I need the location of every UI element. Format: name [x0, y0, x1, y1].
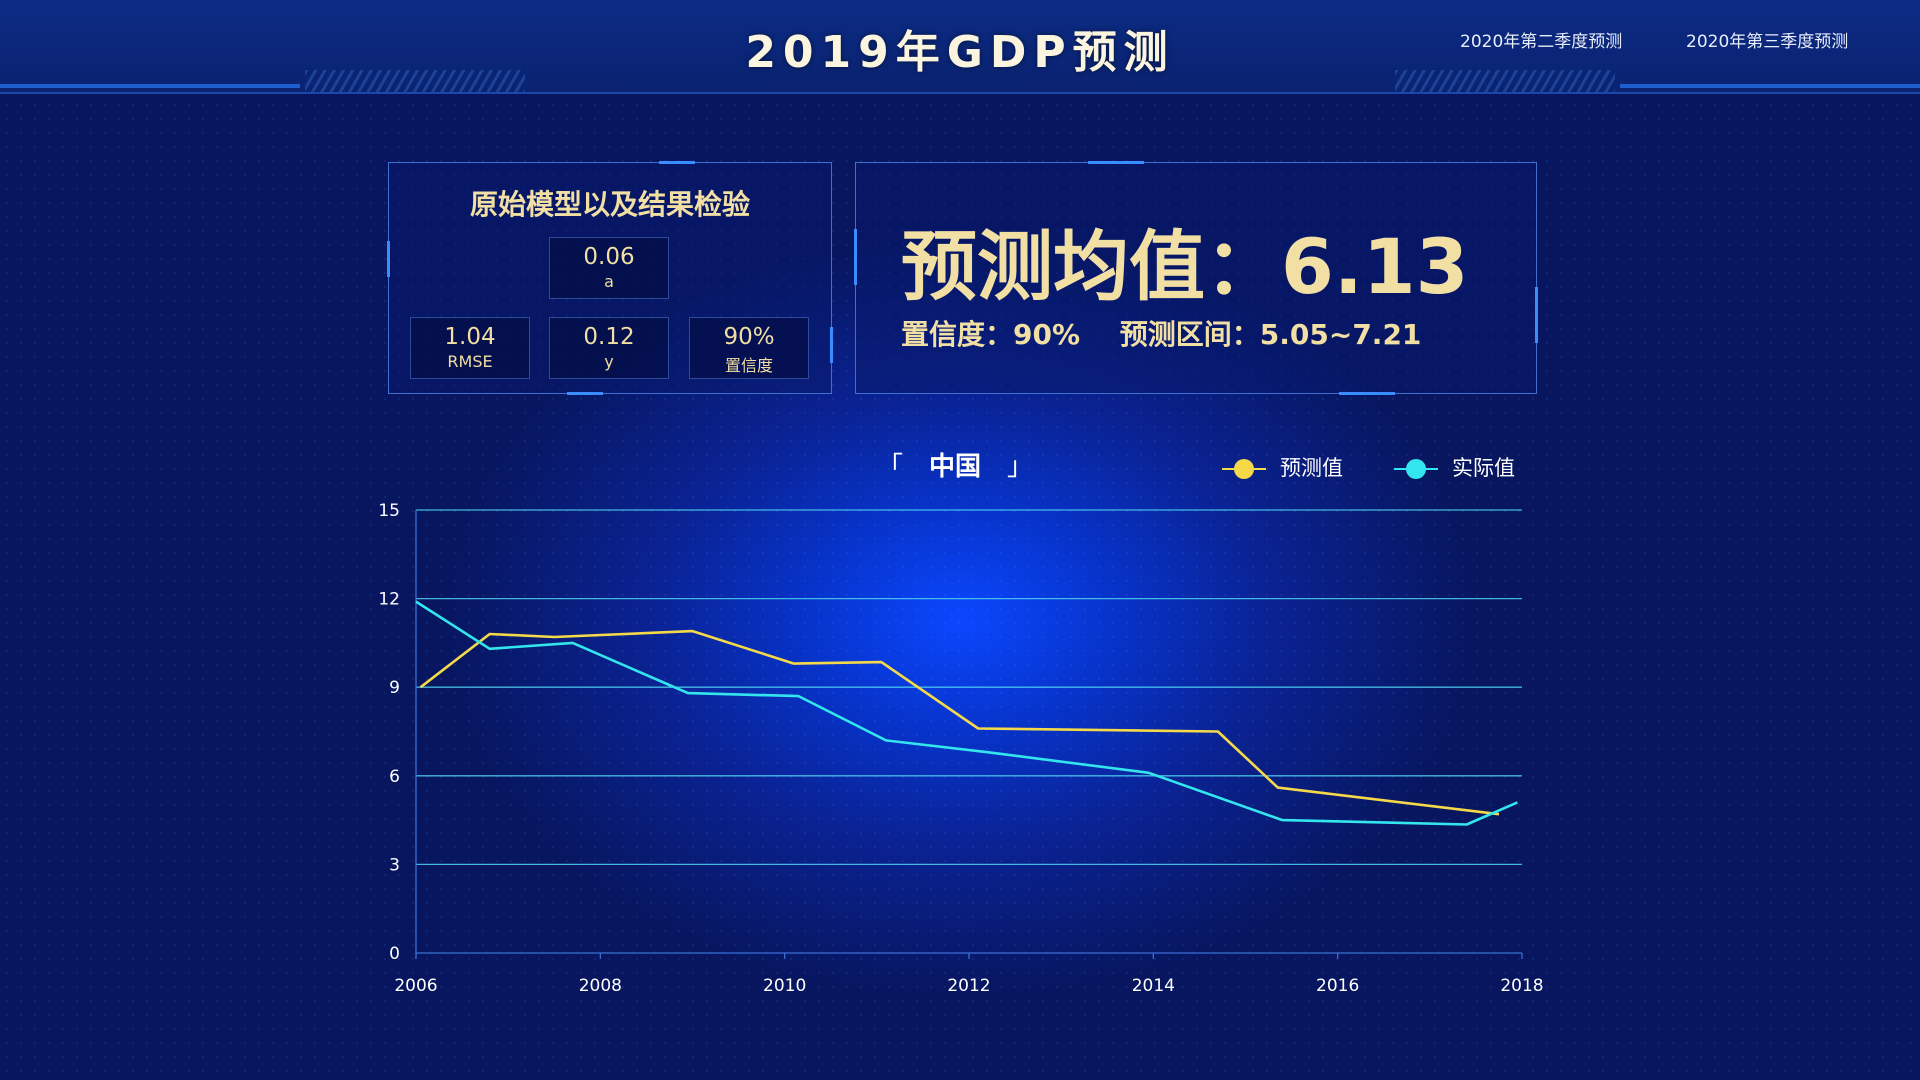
x-tick-label-2008: 2008 — [579, 976, 622, 996]
chart-title-text: 中国 — [928, 452, 982, 482]
legend-label-predicted: 预测值 — [1280, 456, 1343, 480]
prediction-mean-label: 预测均值： — [901, 222, 1281, 311]
chart-series — [415, 600, 1518, 826]
model-check-panel: 原始模型以及结果检验 0.06 a 1.04 RMSE 0.12 y 90% 置… — [387, 161, 833, 395]
x-tick-label-2006: 2006 — [394, 976, 437, 996]
legend-swatch-actual — [1394, 459, 1438, 479]
legend-label-actual: 实际值 — [1452, 456, 1515, 480]
prediction-mean: 预测均值：6.13 — [901, 205, 1469, 315]
header-stripe-decoration-right — [1395, 70, 1615, 92]
y-tick-label-3: 3 — [389, 855, 400, 875]
y-tick-label-0: 0 — [389, 944, 400, 964]
y-tick-label-6: 6 — [389, 767, 400, 787]
panel-tick — [659, 161, 695, 164]
x-tick-label-2010: 2010 — [763, 976, 806, 996]
y-tick-label-12: 12 — [378, 590, 400, 610]
legend-item-actual[interactable]: 实际值 — [1394, 452, 1515, 482]
legend-item-predicted[interactable]: 预测值 — [1222, 452, 1343, 482]
metric-confidence: 90% 置信度 — [689, 317, 809, 379]
chart-axes: 0 3 6 9 12 15 2006 2008 2010 2012 2014 2016 2018 — [378, 501, 1543, 996]
prediction-mean-value: 6.13 — [1281, 222, 1469, 311]
y-tick-label-15: 15 — [378, 501, 400, 521]
chart-title-bracket-close: 」 — [1007, 452, 1034, 482]
chart-grid — [416, 509, 1522, 866]
metric-rmse-value: 1.04 — [444, 324, 496, 350]
tab-q2-forecast[interactable]: 2020年第二季度预测 — [1460, 32, 1623, 52]
chart-title-bracket-open: 「 — [876, 452, 903, 482]
metric-a-label: a — [604, 272, 614, 291]
legend-swatch-predicted — [1222, 459, 1266, 479]
actual-series-line — [415, 600, 1518, 826]
predicted-series-line — [419, 629, 1500, 816]
metric-rmse-label: RMSE — [447, 352, 493, 371]
y-tick-label-9: 9 — [389, 678, 400, 698]
x-tick-label-2016: 2016 — [1316, 976, 1359, 996]
prediction-confidence: 置信度：90% — [901, 318, 1081, 351]
prediction-interval: 预测区间：5.05~7.21 — [1119, 318, 1422, 351]
page-title: 2019年GDP预测 — [745, 27, 1175, 78]
x-tick-label-2014: 2014 — [1132, 976, 1175, 996]
chart-title: 「中国」 — [877, 446, 1033, 483]
model-panel-title: 原始模型以及结果检验 — [469, 188, 750, 221]
metric-y-value: 0.12 — [583, 324, 635, 350]
panel-tick — [854, 229, 857, 285]
panel-tick — [1088, 161, 1144, 164]
panel-tick — [387, 241, 390, 277]
prediction-panel: 预测均值：6.13 置信度：90% 预测区间：5.05~7.21 — [854, 161, 1538, 395]
metric-confidence-label: 置信度 — [724, 356, 773, 375]
x-tick-label-2012: 2012 — [947, 976, 990, 996]
panel-tick — [1535, 287, 1538, 343]
metric-a-value: 0.06 — [583, 244, 635, 270]
panel-tick — [1339, 392, 1395, 395]
header-accent-line-right — [1620, 84, 1920, 88]
panel-tick — [567, 392, 603, 395]
metric-y-label: y — [604, 352, 614, 371]
metric-rmse: 1.04 RMSE — [410, 317, 530, 379]
metric-confidence-value: 90% — [723, 324, 775, 350]
header-stripe-decoration-left — [305, 70, 525, 92]
x-tick-label-2018: 2018 — [1500, 976, 1543, 996]
metric-a: 0.06 a — [549, 237, 669, 299]
header-accent-line-left — [0, 84, 300, 88]
metric-y: 0.12 y — [549, 317, 669, 379]
header-bar: 2019年GDP预测 2020年第二季度预测 2020年第三季度预测 — [0, 0, 1920, 94]
tab-q3-forecast[interactable]: 2020年第三季度预测 — [1686, 32, 1849, 52]
prediction-details: 置信度：90% 预测区间：5.05~7.21 — [901, 313, 1451, 353]
panel-tick — [830, 327, 833, 363]
